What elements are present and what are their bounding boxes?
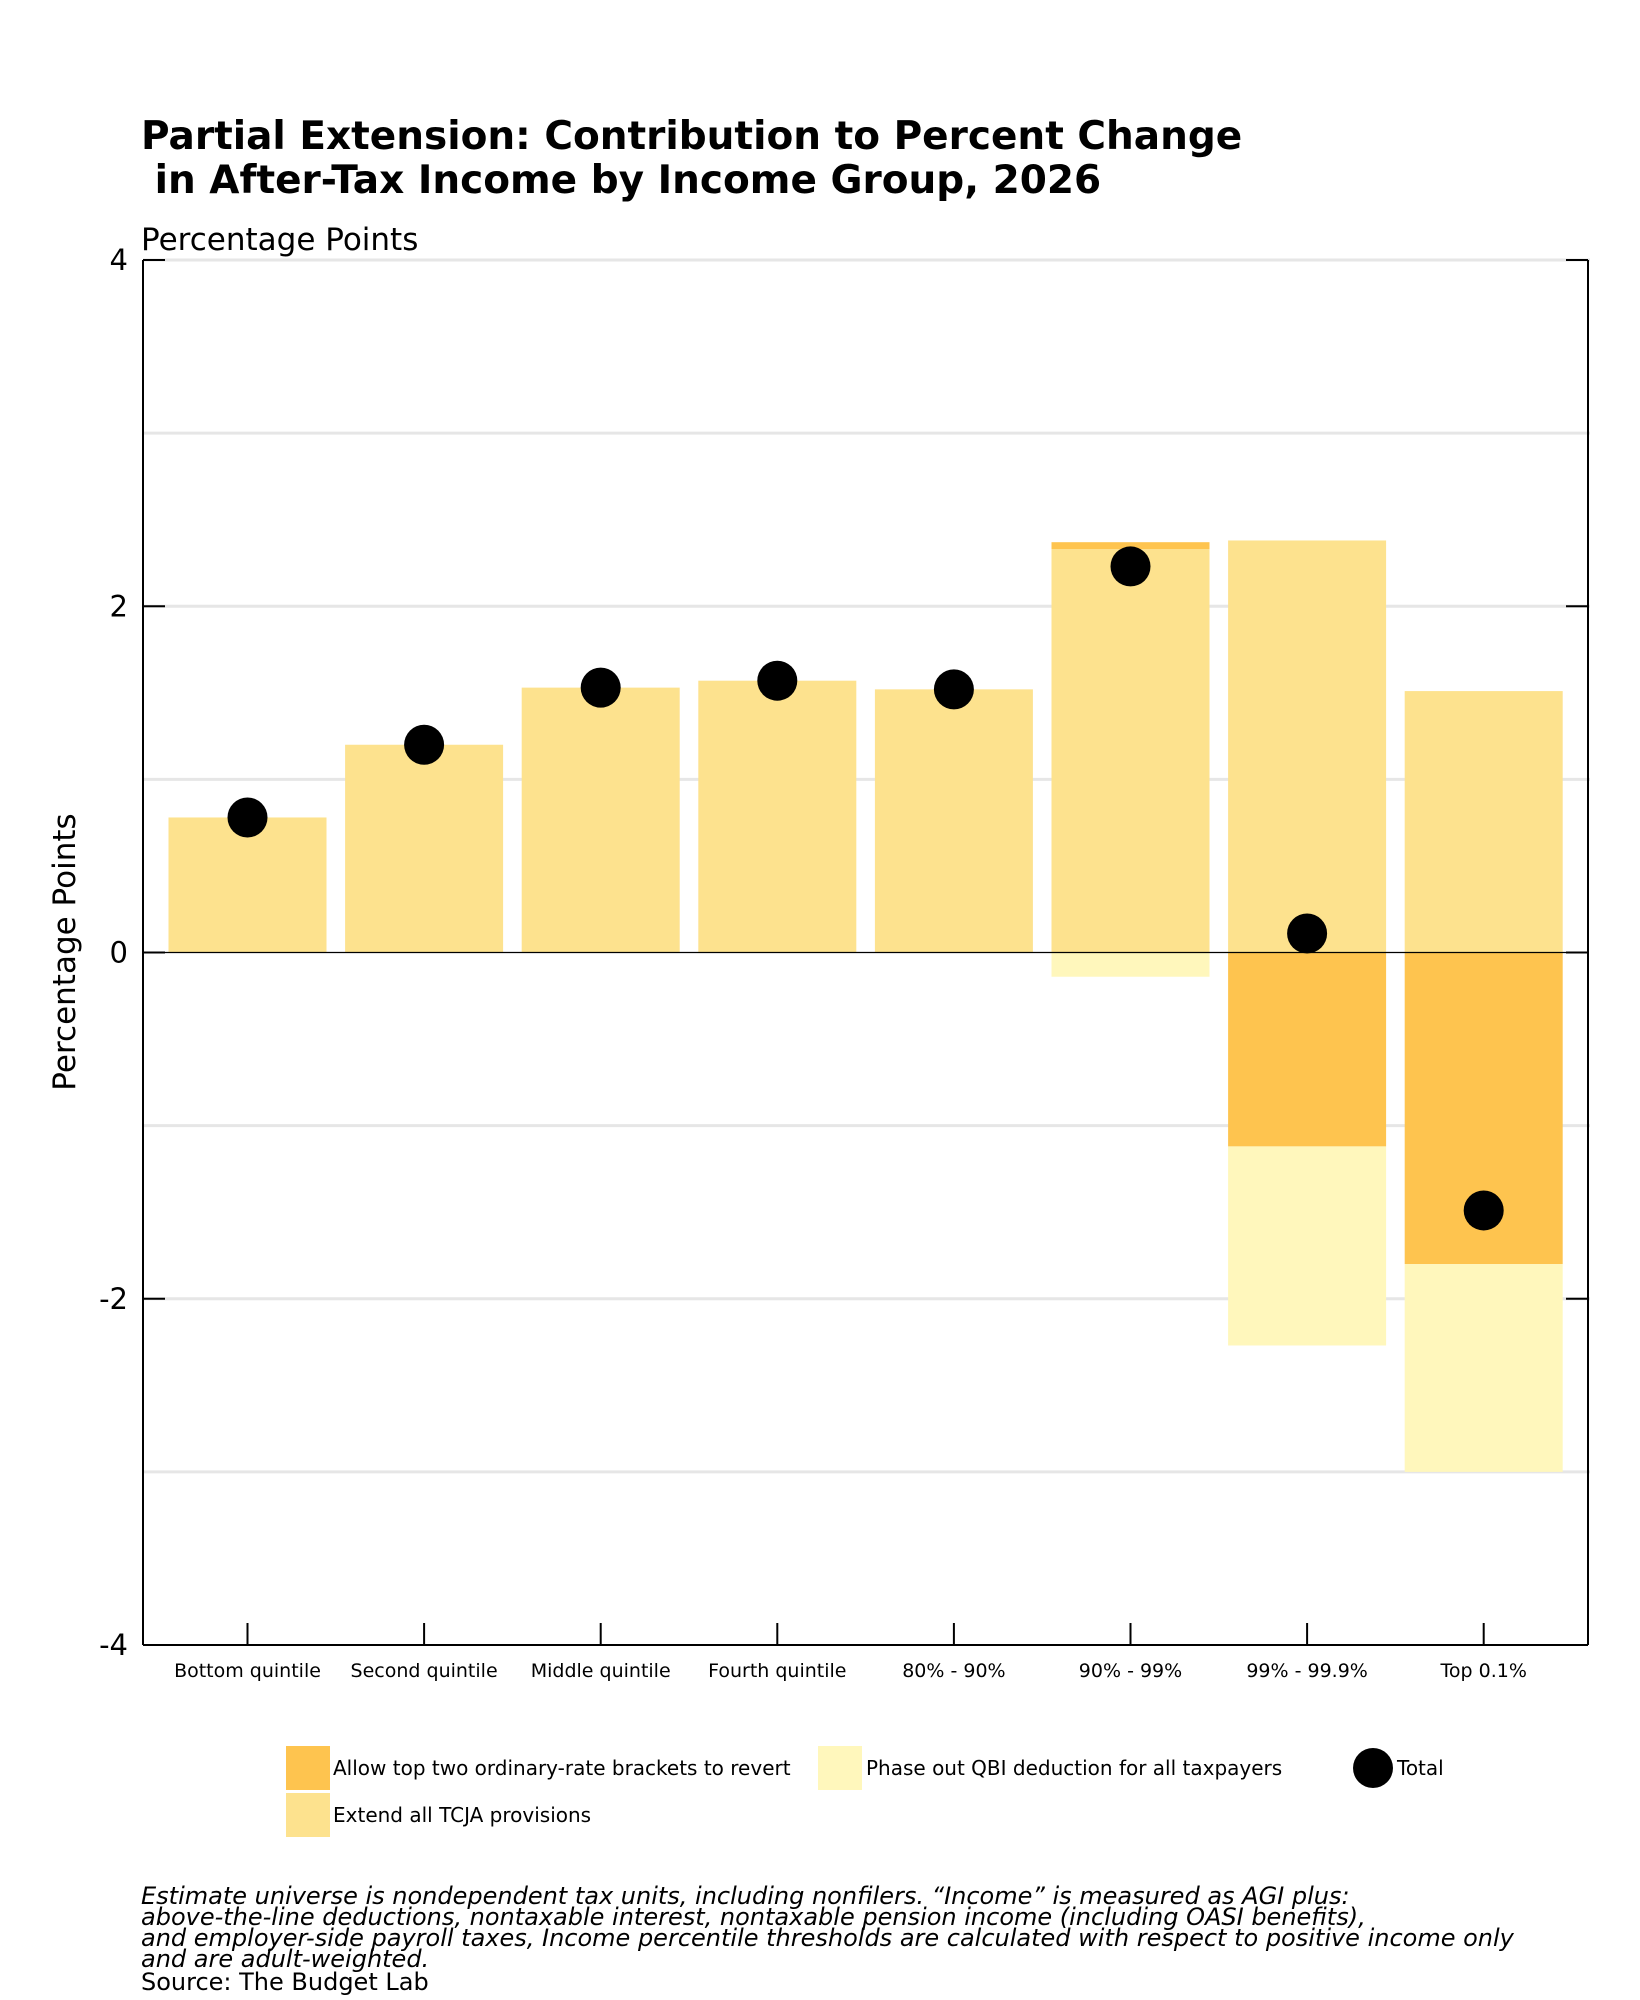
legend-label-total: Total <box>1396 1756 1444 1780</box>
total-marker <box>404 724 445 765</box>
bar-segment <box>698 680 857 953</box>
x-tick-label: 90% - 99% <box>1079 1660 1182 1682</box>
legend-marker-total <box>1353 1748 1393 1788</box>
bar-segment <box>168 817 327 953</box>
legend-label-tcja: Extend all TCJA provisions <box>333 1803 591 1827</box>
legend-swatch-brackets <box>286 1746 330 1790</box>
total-marker <box>1463 1190 1504 1231</box>
total-marker <box>757 660 798 701</box>
bar-segment <box>1051 952 1210 977</box>
y-axis-label: Percentage Points <box>47 813 83 1090</box>
x-tick-label: Second quintile <box>351 1660 498 1682</box>
total-marker <box>1110 546 1151 587</box>
bar-segment <box>874 689 1033 953</box>
chart-title-line2: in After-Tax Income by Income Group, 202… <box>141 158 1101 203</box>
y-tick-label: 2 <box>110 589 128 623</box>
total-marker <box>580 667 621 708</box>
footnote-line1: Estimate universe is nondependent tax un… <box>141 1882 1350 1910</box>
bar-segment <box>1051 549 1210 953</box>
legend-label-brackets: Allow top two ordinary-rate brackets to … <box>333 1756 791 1780</box>
footnote-line2: above-the-line deductions, nontaxable in… <box>141 1903 1366 1931</box>
x-tick-label: Middle quintile <box>531 1660 671 1682</box>
legend-swatch-qbi <box>818 1746 862 1790</box>
footnote-line3: and employer-side payroll taxes, Income … <box>141 1924 1515 1952</box>
x-tick-label: 99% - 99.9% <box>1246 1660 1368 1682</box>
bar-segment <box>1228 952 1387 1147</box>
legend-label-qbi: Phase out QBI deduction for all taxpayer… <box>866 1756 1282 1780</box>
bar-segment <box>1051 542 1210 550</box>
bar-segment <box>1404 1264 1563 1472</box>
x-tick-label: Fourth quintile <box>708 1660 846 1682</box>
y-tick-label: -2 <box>99 1282 128 1316</box>
y-tick-label: 0 <box>110 936 128 970</box>
legend: Allow top two ordinary-rate brackets to … <box>286 1746 1444 1837</box>
total-marker <box>933 669 974 710</box>
y-tick-label: 4 <box>110 243 128 277</box>
y-tick-label: -4 <box>99 1628 128 1662</box>
legend-swatch-tcja <box>286 1793 330 1837</box>
total-marker <box>1287 913 1328 954</box>
bar-segment <box>345 744 504 953</box>
axes <box>142 259 1589 1646</box>
bar-segment <box>1228 1146 1387 1346</box>
x-tick-label: 80% - 90% <box>902 1660 1005 1682</box>
bars <box>168 540 1563 1472</box>
bar-segment <box>1228 540 1387 953</box>
chart-title-line1: Partial Extension: Contribution to Perce… <box>141 114 1242 159</box>
footnote-line4: and are adult-weighted. <box>141 1945 429 1973</box>
x-tick-label: Bottom quintile <box>174 1660 321 1682</box>
bar-segment <box>521 687 680 953</box>
tick-labels: 4 2 0 -2 -4 Bottom quintile Second quintile Mid… <box>99 243 1527 1682</box>
bar-segment <box>1404 691 1563 953</box>
x-tick-label: Top 0.1% <box>1440 1660 1527 1682</box>
total-markers <box>227 546 1504 1231</box>
chart-subtitle: Percentage Points <box>141 222 418 258</box>
total-marker <box>227 797 268 838</box>
source-note: Source: The Budget Lab <box>141 1968 429 1996</box>
